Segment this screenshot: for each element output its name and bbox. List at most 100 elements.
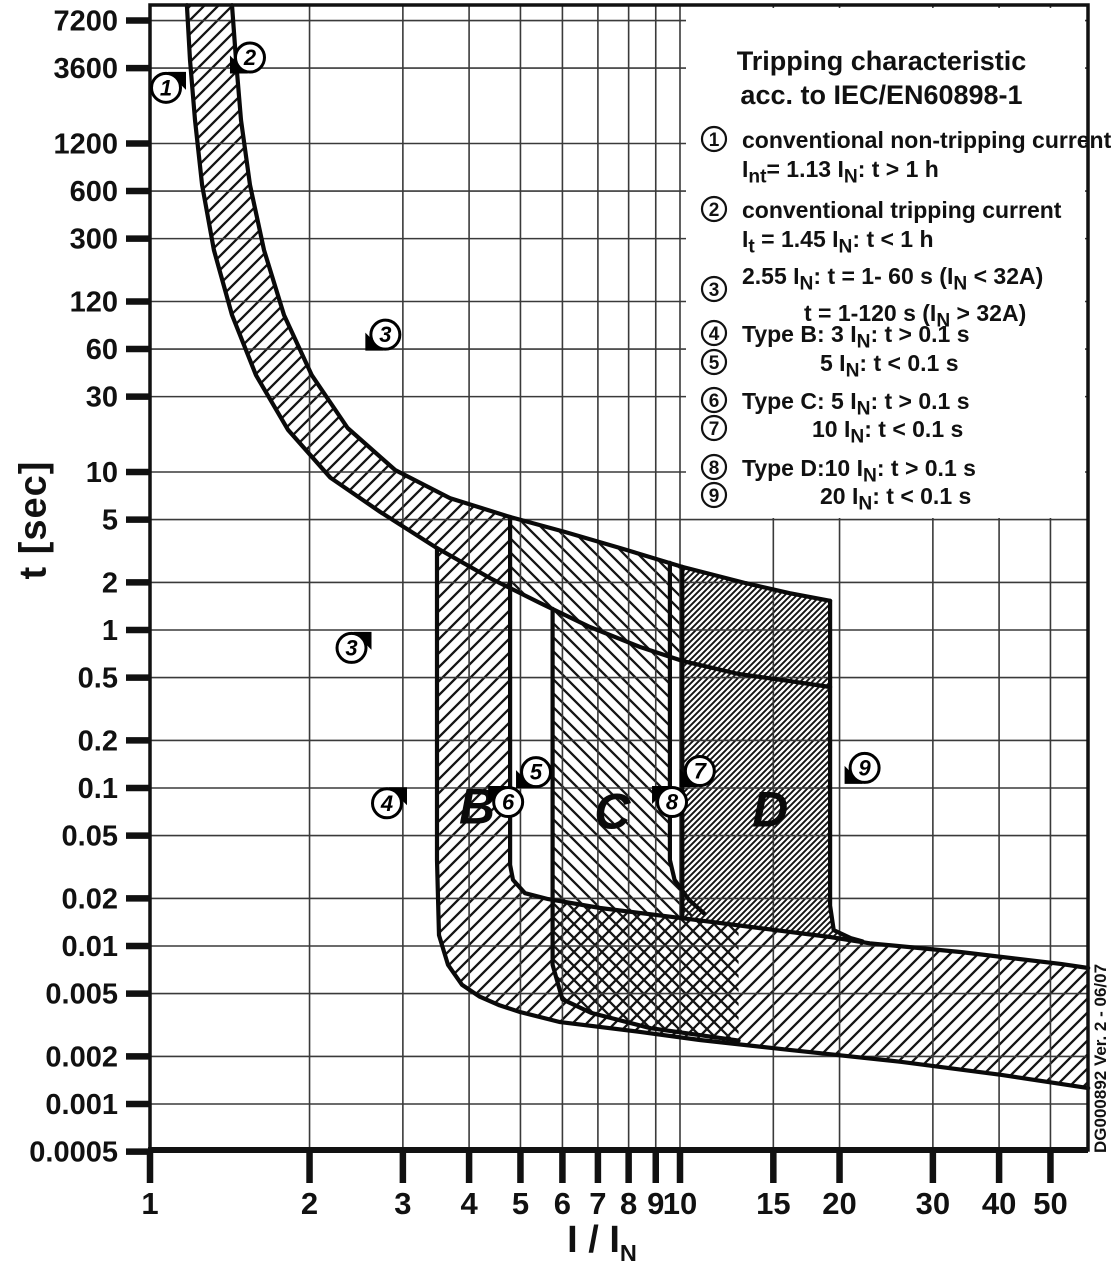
- svg-text:5: 5: [709, 353, 720, 374]
- circled-number-icon: 3: [700, 275, 728, 303]
- marker-circled-6: 6: [488, 786, 525, 819]
- marker-circled-3: 3: [335, 631, 372, 664]
- x-tick-label: 2: [301, 1186, 318, 1221]
- svg-text:8: 8: [709, 458, 720, 479]
- legend-item-text: Type D:10 IN: t > 0.1 s: [742, 454, 976, 491]
- marker-circle: [520, 756, 553, 789]
- legend-item-number: 5: [700, 348, 730, 381]
- legend-item-text: 20 IN: t < 0.1 s: [820, 482, 971, 519]
- marker-number: 3: [345, 635, 357, 660]
- marker-number: 2: [243, 45, 257, 70]
- legend-item-line: 20 IN: t < 0.1 s: [820, 483, 972, 515]
- legend-item-text: 10 IN: t < 0.1 s: [812, 415, 963, 452]
- y-tick-label: 0.2: [78, 725, 118, 757]
- x-tick-label: 30: [916, 1186, 950, 1221]
- y-tick-label: 60: [86, 334, 118, 366]
- legend-item-line: 10 IN: t < 0.1 s: [812, 416, 964, 448]
- legend-item-number: 2: [700, 195, 730, 228]
- circled-number-icon: 2: [700, 195, 728, 223]
- legend-item-text: conventional tripping current It = 1.45 I…: [742, 196, 1061, 262]
- marker-circle: [656, 786, 689, 819]
- svg-text:1: 1: [709, 130, 720, 151]
- svg-text:6: 6: [709, 391, 720, 412]
- doc-number: DG000892 Ver. 2 - 06/07: [1091, 963, 1110, 1153]
- legend-title-line2: acc. to IEC/EN60898-1: [740, 80, 1023, 110]
- x-tick-label: 9: [647, 1186, 664, 1221]
- circled-number-icon: 9: [700, 481, 728, 509]
- circled-number-icon: 5: [700, 348, 728, 376]
- marker-circle: [848, 751, 881, 784]
- legend-item-text: 5 IN: t < 0.1 s: [820, 349, 959, 386]
- curve-type-C-magnetic-max-10IN: [667, 560, 707, 916]
- x-tick-label: 5: [512, 1186, 529, 1221]
- legend-item-9: 9 20 IN: t < 0.1 s: [700, 481, 971, 519]
- legend-box: Tripping characteristic acc. to IEC/EN60…: [686, 8, 1111, 519]
- region-type-D-band: [682, 566, 863, 942]
- svg-text:3: 3: [709, 280, 720, 301]
- marker-circled-4: 4: [370, 787, 407, 820]
- marker-circled-1: 1: [150, 71, 187, 104]
- marker-circle: [492, 786, 525, 819]
- legend-item-line: Type C: 5 IN: t > 0.1 s: [742, 388, 970, 420]
- y-tick-label: 3600: [53, 53, 118, 85]
- x-tick-label: 50: [1033, 1186, 1067, 1221]
- legend-item-number: 3: [700, 275, 730, 308]
- legend-item-number: 4: [700, 319, 730, 352]
- x-tick-label: 4: [460, 1186, 478, 1221]
- y-tick-label: 0.1: [78, 773, 118, 805]
- svg-text:2: 2: [709, 200, 720, 221]
- legend-item-line: Type B: 3 IN: t > 0.1 s: [742, 321, 970, 353]
- legend-item-3: 3 2.55 IN: t = 1- 60 s (IN < 32A) t = 1-12…: [700, 262, 1043, 335]
- marker-circle: [233, 41, 266, 74]
- x-tick-label: 15: [756, 1186, 790, 1221]
- marker-circle: [150, 71, 183, 104]
- marker-circled-2: 2: [229, 41, 266, 74]
- marker-circle: [683, 755, 716, 788]
- region-type-C-band: [510, 517, 704, 919]
- marker-number: 9: [858, 755, 871, 780]
- marker-circled-7: 7: [679, 755, 716, 788]
- x-tick-label: 1: [141, 1186, 158, 1221]
- curve-type-C-magnetic-min-5IN: [550, 606, 741, 1043]
- legend-item-7: 7 10 IN: t < 0.1 s: [700, 414, 963, 452]
- marker-number: 4: [380, 791, 393, 816]
- legend-item-line: 2.55 IN: t = 1- 60 s (IN < 32A): [742, 263, 1044, 295]
- marker-number: 5: [530, 760, 543, 785]
- legend-item-number: 7: [700, 414, 730, 447]
- legend-item-6: 6 Type C: 5 IN: t > 0.1 s: [700, 386, 970, 424]
- y-tick-label: 0.05: [62, 821, 118, 853]
- legend-item-line: Int= 1.13 IN: t > 1 h: [742, 156, 939, 188]
- legend-item-line: t = 1-120 s (IN > 32A): [804, 299, 1027, 332]
- svg-text:9: 9: [709, 486, 720, 507]
- legend-item-text: Type B: 3 IN: t > 0.1 s: [742, 320, 970, 357]
- legend-item-line: conventional tripping current: [742, 197, 1062, 223]
- band-label-D: D: [752, 781, 788, 837]
- circled-number-icon: 7: [700, 414, 728, 442]
- circled-number-icon: 1: [700, 125, 728, 153]
- legend-item-line: conventional non-tripping current: [742, 127, 1111, 153]
- marker-number: 8: [666, 790, 679, 815]
- x-axis-title: I / IN: [567, 1219, 637, 1266]
- legend-item-line: It = 1.45 IN: t < 1 h: [742, 226, 934, 258]
- curve-type-B-magnetic-min-3IN: [434, 546, 1091, 1091]
- marker-circled-5: 5: [516, 756, 553, 789]
- region-thermal-band-and-type-B: [186, 5, 1089, 1089]
- circled-number-icon: 8: [700, 453, 728, 481]
- y-tick-label: 0.02: [62, 883, 118, 915]
- svg-text:7: 7: [709, 419, 720, 440]
- legend-item-line: Type D:10 IN: t > 0.1 s: [742, 455, 976, 487]
- y-tick-label: 5: [102, 505, 118, 537]
- y-axis-title: t [sec]: [12, 460, 55, 580]
- legend-item-1: 1 conventional non-tripping current Int= 1…: [700, 125, 1111, 192]
- marker-circled-9: 9: [844, 751, 881, 784]
- legend-item-8: 8 Type D:10 IN: t > 0.1 s: [700, 453, 976, 491]
- marker-circle: [335, 631, 368, 664]
- legend-item-number: 1: [700, 125, 730, 158]
- curve-conventional-tripping-upper-1.45IN: [229, 3, 833, 603]
- legend-item-text: 2.55 IN: t = 1- 60 s (IN < 32A) t = 1-120…: [742, 262, 1043, 335]
- y-tick-label: 2: [102, 567, 118, 599]
- y-tick-label: 0.01: [62, 931, 118, 963]
- x-tick-label: 3: [394, 1186, 411, 1221]
- marker-circle: [370, 787, 403, 820]
